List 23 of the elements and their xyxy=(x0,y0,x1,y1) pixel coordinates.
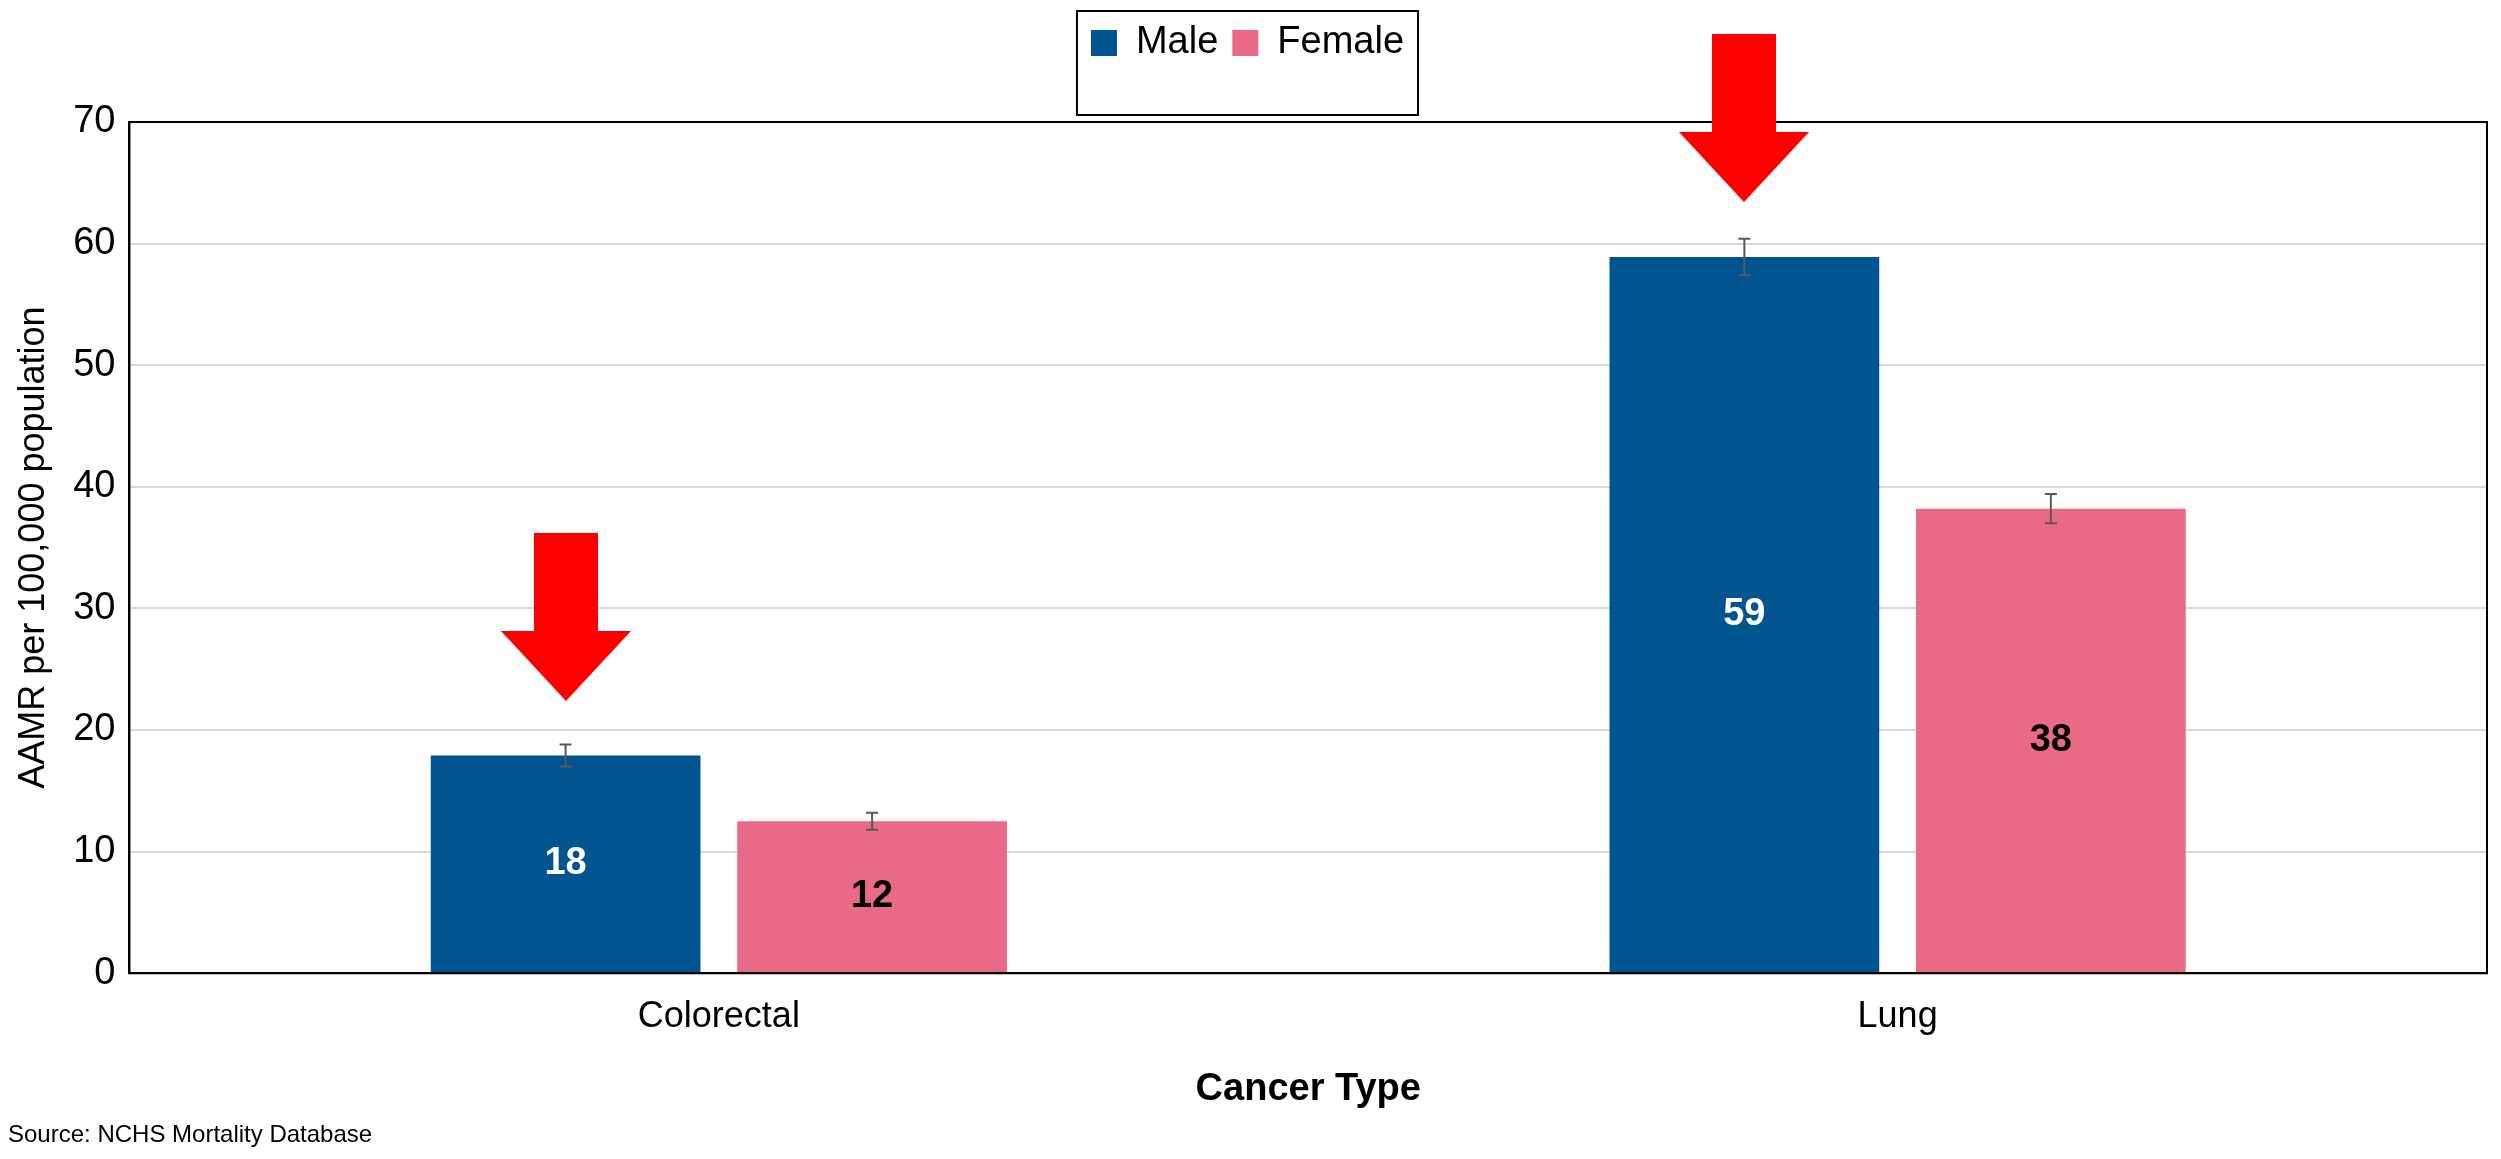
y-tick-label: 60 xyxy=(73,220,116,263)
x-axis-title: Cancer Type xyxy=(1195,1065,1421,1108)
x-tick-label: Colorectal xyxy=(637,993,800,1035)
data-label: 12 xyxy=(850,873,894,916)
y-tick-label: 0 xyxy=(94,949,116,992)
data-label: 59 xyxy=(1723,591,1766,634)
data-label: 18 xyxy=(544,840,587,883)
y-axis-title: AAMR per 100,000 population xyxy=(10,306,52,789)
bar xyxy=(1916,508,2186,973)
bar xyxy=(737,821,1007,973)
legend-label: Female xyxy=(1277,19,1405,62)
legend-label: Male xyxy=(1135,19,1219,62)
bar xyxy=(1609,256,1880,973)
data-label: 38 xyxy=(2029,716,2072,759)
y-tick-label: 40 xyxy=(73,463,116,506)
source-note: Source: NCHS Mortality Database xyxy=(8,1120,374,1148)
y-tick-label: 20 xyxy=(73,706,116,749)
y-tick-label: 30 xyxy=(73,584,116,627)
bar xyxy=(430,755,701,973)
x-tick-label: Lung xyxy=(1857,993,1938,1035)
y-tick-label: 50 xyxy=(73,341,116,384)
y-tick-label: 70 xyxy=(73,98,116,141)
y-tick-label: 10 xyxy=(73,828,116,871)
